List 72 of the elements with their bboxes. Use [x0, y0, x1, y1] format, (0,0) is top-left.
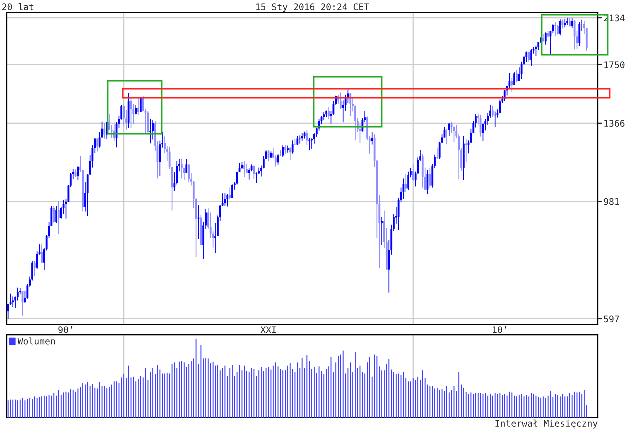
candlestick	[516, 70, 518, 83]
candlestick	[422, 154, 424, 188]
candlestick	[253, 166, 256, 180]
candlestick	[128, 92, 130, 129]
candlestick	[58, 200, 60, 235]
y-tick-label: 597	[604, 316, 620, 323]
candlestick	[188, 164, 190, 184]
candlestick	[299, 135, 302, 144]
candlestick	[135, 104, 138, 116]
candlestick	[408, 171, 410, 191]
candlestick	[578, 22, 581, 47]
candlestick	[381, 216, 383, 246]
candlestick	[244, 160, 246, 178]
candlestick	[554, 22, 556, 37]
x-tick-label: 90’	[58, 326, 73, 334]
candlestick	[296, 136, 299, 146]
candlestick	[560, 19, 562, 36]
text: Interwał Miesięczny	[496, 420, 598, 429]
chart-title: 20 lat	[2, 3, 34, 10]
candlestick	[405, 174, 408, 193]
candlestick	[138, 98, 140, 116]
candlestick	[104, 122, 106, 140]
candlestick	[564, 18, 566, 28]
candlestick	[229, 187, 232, 200]
candlestick	[96, 138, 99, 152]
x-tick-label: 10’	[493, 326, 506, 334]
candlestick	[557, 24, 559, 36]
candlestick	[181, 158, 183, 180]
candlestick	[256, 172, 258, 184]
candlestick	[438, 142, 441, 160]
candlestick	[226, 194, 229, 208]
candlestick	[150, 118, 152, 144]
candlestick	[292, 140, 294, 154]
candlestick	[371, 132, 374, 146]
candlestick	[544, 32, 547, 46]
text: 15 Sty 2016 20:24 CET	[256, 4, 370, 12]
candlestick	[429, 168, 432, 188]
candlestick	[350, 93, 352, 117]
candlestick	[12, 296, 14, 308]
candlestick	[412, 163, 414, 182]
y-tick-label: 981	[604, 198, 620, 206]
candlestick	[448, 123, 450, 136]
candlestick	[504, 90, 506, 102]
candlestick	[508, 72, 511, 90]
candlestick	[436, 148, 438, 160]
candlestick	[248, 168, 250, 180]
candlestick	[340, 92, 342, 110]
candlestick	[287, 145, 289, 154]
candlestick	[289, 147, 292, 161]
candlestick	[499, 99, 502, 114]
candlestick	[328, 106, 330, 120]
candlestick	[511, 78, 514, 92]
candlestick	[232, 184, 234, 198]
legend-label: Wolumen	[18, 338, 56, 345]
candlestick	[140, 96, 142, 113]
x-tick-label: XXI	[260, 326, 276, 334]
candlestick	[34, 260, 36, 276]
candlestick	[224, 193, 226, 207]
candlestick	[41, 244, 43, 264]
candlestick	[492, 106, 494, 118]
y-tick-label: 1366	[604, 120, 625, 128]
candlestick	[56, 206, 58, 224]
candlestick	[306, 130, 308, 146]
candlestick	[514, 72, 516, 86]
candlestick	[186, 158, 188, 174]
candlestick	[123, 104, 126, 127]
y-tick-label: 1750	[604, 62, 625, 68]
candlestick	[53, 206, 56, 224]
candlestick	[530, 49, 532, 67]
candlestick	[152, 120, 154, 140]
candlestick	[282, 144, 284, 158]
candlestick	[571, 18, 574, 29]
